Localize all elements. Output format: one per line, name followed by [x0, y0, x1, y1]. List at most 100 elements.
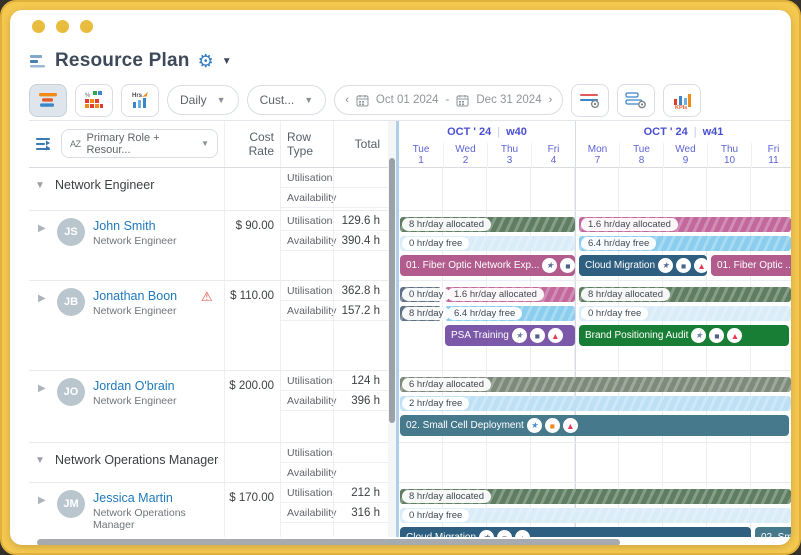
resource-row[interactable]: ▶ JB Jonathan Boon Network Engineer ⚠ $ … — [29, 280, 388, 371]
task-bar[interactable]: PSA Training ★ ■ ▲ — [445, 325, 575, 346]
hours-chart-view-button[interactable]: Hrs — [121, 83, 159, 117]
resource-name-link[interactable]: John Smith — [93, 218, 156, 233]
row-settings-button[interactable] — [617, 83, 656, 117]
week-header[interactable]: OCT ' 24 | w40 — [399, 126, 575, 138]
stop-icon[interactable]: ■ — [529, 328, 545, 343]
stop-icon[interactable]: ■ — [709, 328, 725, 343]
expand-chevron-icon[interactable]: ▶ — [38, 222, 46, 234]
group-row[interactable]: ▼ Network Operations Manager Utilisation… — [29, 442, 388, 483]
indent-icon[interactable] — [35, 137, 53, 151]
day-header[interactable]: Thu 3 — [487, 143, 531, 168]
allocation-bar[interactable]: 6 hr/day allocated — [400, 377, 791, 392]
star-icon[interactable]: ★ — [479, 530, 495, 537]
group-row[interactable]: ▼ Network Engineer Utilisation Availabil… — [29, 167, 388, 211]
window-dot-icon[interactable] — [80, 20, 93, 33]
column-header-row-type[interactable]: Row Type — [280, 121, 333, 167]
star-icon[interactable]: ★ — [691, 328, 707, 343]
overallocation-warning-icon[interactable]: ⚠ — [201, 288, 213, 304]
expand-chevron-icon[interactable]: ▶ — [38, 494, 46, 506]
vertical-scrollbar[interactable] — [388, 121, 396, 537]
resource-row[interactable]: ▶ JM Jessica Martin Network Operations M… — [29, 482, 388, 537]
resource-row[interactable]: ▶ JS John Smith Network Engineer $ 90.00… — [29, 210, 388, 281]
resource-row[interactable]: ▶ JO Jordan O'brain Network Engineer $ 2… — [29, 370, 388, 443]
day-header[interactable]: Wed 2 — [443, 143, 487, 168]
priority-icon[interactable]: ▲ — [547, 328, 563, 343]
vertical-scrollbar-thumb[interactable] — [389, 158, 395, 423]
star-icon[interactable]: ★ — [542, 258, 558, 273]
priority-icon[interactable]: ▲ — [694, 258, 707, 273]
allocation-bar[interactable]: 8 hr/day allocated — [579, 287, 791, 302]
allocation-bar[interactable]: 8 hr/day allocated — [400, 489, 791, 504]
task-bar[interactable]: Cloud Migration ★ ■ ▲ — [400, 527, 751, 537]
expand-chevron-icon[interactable]: ▶ — [38, 292, 46, 304]
day-header[interactable]: Wed 9 — [663, 143, 707, 168]
column-header-total[interactable]: Total — [333, 121, 388, 167]
availability-bar[interactable]: 6.4 hr/day free — [445, 306, 575, 321]
resource-table: AZ Primary Role + Resour... ▼ Cost Rate … — [29, 121, 388, 537]
date-from-value[interactable]: Oct 01 2024 — [375, 94, 439, 106]
window-dot-icon[interactable] — [32, 20, 45, 33]
star-icon[interactable]: ★ — [526, 418, 542, 433]
collapse-triangle-icon[interactable]: ▼ — [35, 454, 45, 466]
task-bar[interactable]: 02. Small Cell Deployment ★ ■ ▲ — [400, 415, 789, 436]
timeline-settings-button[interactable] — [571, 83, 610, 117]
task-bar[interactable]: 01. Fiber Optic ... — [711, 255, 791, 276]
sort-field-select[interactable]: AZ Primary Role + Resour... ▼ — [61, 129, 218, 159]
availability-bar[interactable]: 6.4 hr/day free — [579, 236, 791, 251]
availability-bar[interactable]: 0 hr/day free — [400, 508, 791, 523]
column-header-cost-rate[interactable]: Cost Rate — [224, 121, 280, 167]
settings-gear-icon[interactable]: ⚙ — [197, 50, 214, 71]
priority-icon[interactable]: ▲ — [727, 328, 743, 343]
priority-icon[interactable]: ▲ — [515, 530, 531, 537]
allocation-bar[interactable]: 1.6 hr/day allocated — [579, 217, 791, 232]
day-header[interactable]: Fri 11 — [751, 143, 791, 168]
day-header[interactable]: Tue 1 — [412, 144, 430, 166]
gantt-view-button[interactable] — [29, 83, 67, 117]
horizontal-scrollbar[interactable] — [29, 539, 780, 545]
availability-bar[interactable]: 8 hr/day — [400, 306, 451, 321]
task-bar[interactable]: 02. Sm — [755, 527, 791, 537]
allocation-bar[interactable]: 1.6 hr/day allocated — [445, 287, 575, 302]
stop-icon[interactable]: ■ — [560, 258, 575, 273]
allocation-bar[interactable]: 0 hr/day — [400, 287, 451, 302]
task-bar[interactable]: 01. Fiber Optic Network Exp... ★ ■ ▲ — [400, 255, 575, 276]
chevron-down-icon: ▼ — [304, 95, 314, 105]
horizontal-scrollbar-thumb[interactable] — [37, 539, 620, 545]
window-dot-icon[interactable] — [56, 20, 69, 33]
task-label: 02. Sm — [761, 532, 791, 537]
timeline-resource-row: 6 hr/day allocated 2 hr/day free 02. Sma… — [399, 371, 791, 443]
task-bar[interactable]: Cloud Migration ★ ■ ▲ — [579, 255, 707, 276]
resource-name-link[interactable]: Jessica Martin — [93, 490, 173, 505]
allocation-bar[interactable]: 8 hr/day allocated — [400, 217, 575, 232]
next-period-button[interactable]: › — [548, 94, 553, 106]
granularity-select[interactable]: Daily ▼ — [167, 85, 239, 115]
stop-icon[interactable]: ■ — [497, 530, 513, 537]
prev-period-button[interactable]: ‹ — [345, 94, 349, 106]
availability-bar[interactable]: 0 hr/day free — [400, 236, 575, 251]
availability-bar[interactable]: 2 hr/day free — [400, 396, 791, 411]
table-header: AZ Primary Role + Resour... ▼ Cost Rate … — [29, 121, 388, 168]
date-to-value[interactable]: Dec 31 2024 — [476, 94, 542, 106]
kpi-export-button[interactable]: KPIs — [663, 83, 702, 117]
star-icon[interactable]: ★ — [658, 258, 674, 273]
title-caret-icon[interactable]: ▼ — [221, 55, 232, 67]
expand-chevron-icon[interactable]: ▶ — [38, 382, 46, 394]
stop-icon[interactable]: ■ — [544, 418, 560, 433]
task-bar[interactable]: Brand Positioning Audit ★ ■ ▲ — [579, 325, 789, 346]
stop-icon[interactable]: ■ — [676, 258, 692, 273]
day-header[interactable]: Mon 7 — [575, 143, 619, 168]
day-header[interactable]: Tue 8 — [619, 143, 663, 168]
day-header[interactable]: Fri 4 — [531, 143, 575, 168]
day-header[interactable]: Thu 10 — [707, 143, 751, 168]
availability-bar[interactable]: 0 hr/day free — [579, 306, 791, 321]
week-header[interactable]: OCT ' 24 | w41 — [575, 126, 791, 138]
panel-divider[interactable] — [396, 121, 399, 537]
range-preset-select[interactable]: Cust... ▼ — [246, 85, 327, 115]
resource-name-link[interactable]: Jordan O'brain — [93, 378, 175, 393]
week-separator: | — [497, 126, 501, 138]
heatmap-view-button[interactable]: % — [75, 83, 113, 117]
star-icon[interactable]: ★ — [511, 328, 527, 343]
priority-icon[interactable]: ▲ — [562, 418, 578, 433]
collapse-triangle-icon[interactable]: ▼ — [35, 179, 45, 191]
resource-name-link[interactable]: Jonathan Boon — [93, 288, 178, 303]
